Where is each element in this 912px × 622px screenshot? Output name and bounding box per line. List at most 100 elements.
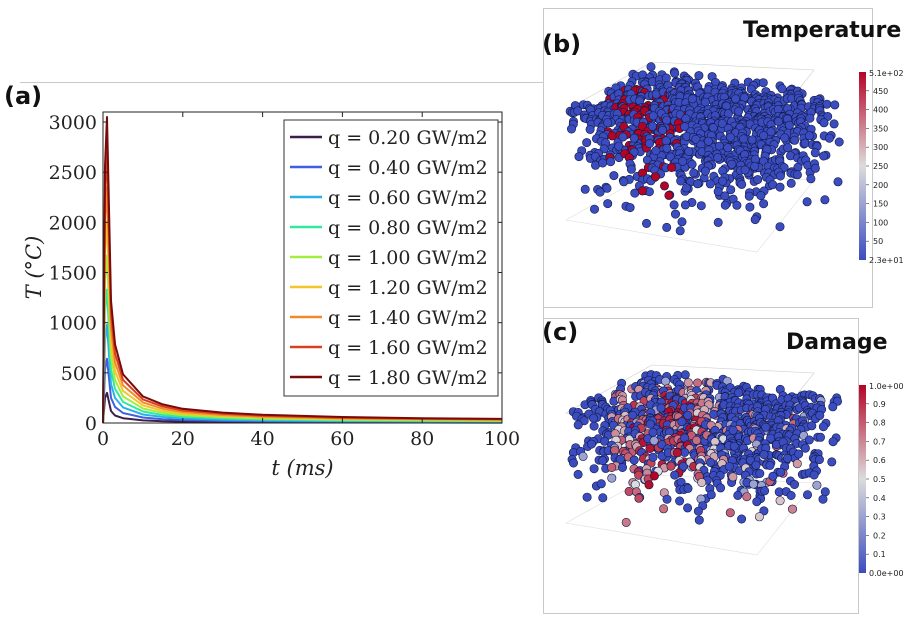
dmg-particle — [680, 370, 690, 380]
legend-entry-6: q = 1.40 GW/m2 — [328, 307, 488, 329]
temperature-particle-render: 5.1e+02 2.3e+01 450 400 350 300 250 200 150 100 50 — [565, 61, 904, 265]
temp-particle — [810, 163, 820, 173]
dmg-particle — [683, 410, 693, 420]
temp-particle — [671, 209, 681, 219]
legend-entry-8: q = 1.80 GW/m2 — [328, 367, 488, 389]
dmg-particle — [656, 403, 666, 413]
dmg-particle — [683, 378, 693, 388]
temp-particle — [574, 152, 584, 162]
temp-particle — [758, 78, 768, 88]
temp-particle — [619, 177, 629, 187]
temp-colorbar — [859, 72, 866, 260]
dmg-particle — [607, 463, 617, 473]
legend-entry-0: q = 0.20 GW/m2 — [328, 127, 488, 149]
dmg-particle — [749, 479, 759, 489]
temp-particle — [834, 137, 844, 147]
temp-particle — [573, 106, 583, 116]
temp-particle — [804, 131, 814, 141]
legend-entry-1: q = 0.40 GW/m2 — [328, 157, 488, 179]
dmg-particle — [728, 472, 738, 482]
temp-particle — [775, 182, 785, 192]
dmg-particle — [706, 490, 716, 500]
temp-colorbar-tick-label-4: 250 — [873, 162, 888, 171]
dmg-particle — [706, 457, 716, 467]
dmg-particle — [678, 462, 688, 472]
dmg-particle — [672, 448, 682, 458]
temp-particle — [759, 131, 769, 141]
temp-particle — [700, 166, 710, 176]
temp-particle — [696, 201, 706, 211]
plot-frame — [102, 111, 503, 424]
dmg-colorbar-tick-label-3: 0.6 — [873, 456, 886, 465]
x-tick-label-0: 0 — [97, 428, 109, 450]
dmg-particle — [600, 436, 610, 446]
panel-b-title: Temperature — [743, 18, 902, 43]
dmg-particle — [716, 483, 726, 493]
temp-particle — [783, 143, 793, 153]
temp-particle — [806, 174, 816, 184]
temp-particle — [567, 124, 576, 134]
temp-particle — [820, 195, 830, 205]
dmg-particle — [737, 514, 747, 524]
temp-particle — [732, 200, 742, 210]
dmg-particle — [812, 480, 822, 490]
panel-a-label: (a) — [4, 82, 43, 110]
dmg-particle — [752, 497, 762, 507]
temp-particle — [662, 222, 672, 232]
dmg-particle — [803, 490, 813, 500]
legend-entry-3: q = 0.80 GW/m2 — [328, 217, 488, 239]
dmg-particle — [815, 432, 825, 442]
dmg-particle — [662, 494, 672, 504]
dmg-particle — [588, 413, 598, 423]
dmg-particle — [598, 493, 608, 503]
temp-particle — [723, 143, 733, 153]
y-axis-label: T (°C) — [22, 236, 46, 300]
temp-particle — [725, 132, 735, 142]
dmg-particle — [828, 437, 838, 447]
legend-entry-2: q = 0.60 GW/m2 — [328, 187, 488, 209]
panel-b-frame — [543, 8, 873, 308]
temp-particle — [677, 217, 687, 227]
temp-particle — [713, 153, 723, 163]
temp-particle — [606, 157, 616, 167]
temp-particle — [680, 122, 690, 132]
temp-particle — [703, 136, 713, 146]
dmg-particle — [670, 470, 680, 480]
x-tick-label-2: 40 — [251, 428, 275, 450]
dmg-particle — [724, 461, 734, 471]
temp-colorbar-tick-label-5: 200 — [873, 181, 888, 190]
temp-particle — [786, 178, 796, 188]
dmg-colorbar-tick-label-5: 0.4 — [873, 494, 886, 503]
temp-particle — [664, 190, 674, 200]
temp-particle — [740, 165, 750, 175]
dmg-particle — [761, 422, 771, 432]
panel-c-label: (c) — [542, 318, 579, 346]
temp-particle — [626, 164, 636, 174]
temp-particle — [775, 171, 785, 181]
dmg-particle — [659, 504, 669, 514]
dmg-colorbar-max: 1.0e+00 — [869, 382, 904, 391]
y-tick-label-6: 3000 — [49, 112, 97, 134]
dmg-particle — [694, 515, 704, 525]
dmg-particle — [697, 478, 707, 488]
dmg-particle — [621, 517, 631, 527]
temp-particle — [717, 119, 727, 129]
dmg-particle — [586, 439, 596, 449]
temp-particle — [790, 135, 800, 145]
x-tick-label-5: 100 — [484, 428, 520, 450]
temp-particle — [589, 204, 599, 214]
temp-colorbar-tick-label-0: 450 — [873, 87, 888, 96]
temp-particle — [759, 199, 769, 209]
temp-particle — [750, 215, 760, 225]
temp-particle — [766, 127, 776, 137]
temp-particle — [629, 133, 639, 143]
temp-particle — [734, 106, 744, 116]
temp-particle — [805, 113, 815, 123]
temp-particle — [618, 132, 628, 142]
temp-particle — [651, 146, 661, 156]
temp-particle — [607, 131, 617, 141]
temp-particle — [582, 138, 592, 148]
dmg-particle — [815, 410, 825, 420]
temp-particle — [675, 226, 685, 236]
x-tick-label-4: 80 — [410, 428, 434, 450]
